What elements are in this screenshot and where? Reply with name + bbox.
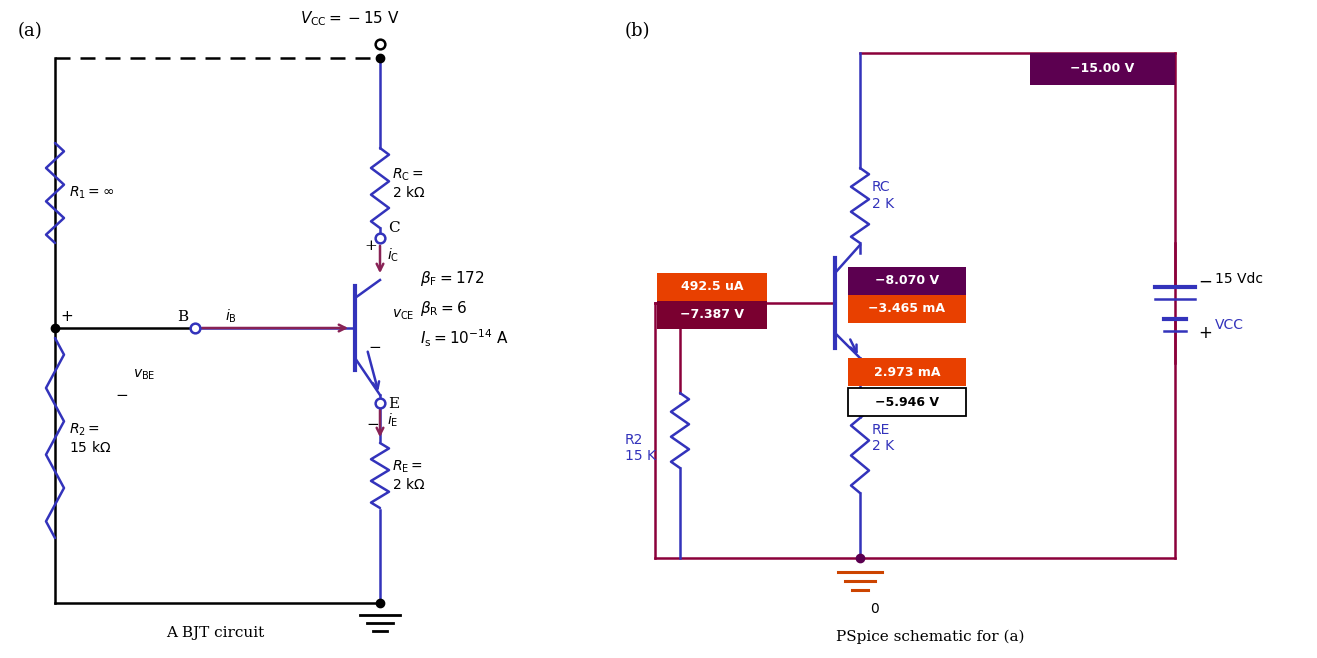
Text: +: +	[363, 239, 377, 253]
Text: $i_{\rm B}$: $i_{\rm B}$	[225, 308, 237, 326]
Text: $R_{\rm C}=$
$2\ \mathrm{k}\Omega$: $R_{\rm C}=$ $2\ \mathrm{k}\Omega$	[392, 166, 425, 200]
Text: $V_{\rm CC}=-15\ \mathrm{V}$: $V_{\rm CC}=-15\ \mathrm{V}$	[300, 9, 400, 28]
Text: $i_{\rm E}$: $i_{\rm E}$	[387, 412, 399, 430]
Text: 15 Vdc: 15 Vdc	[1216, 272, 1263, 286]
Text: C: C	[389, 221, 399, 235]
Bar	[657, 301, 766, 329]
Text: $R_2=$
$15\ \mathrm{k}\Omega$: $R_2=$ $15\ \mathrm{k}\Omega$	[68, 421, 112, 455]
Text: −3.465 mA: −3.465 mA	[868, 303, 946, 315]
Bar	[848, 295, 965, 323]
Text: −8.070 V: −8.070 V	[874, 274, 939, 288]
Text: $+$: $+$	[1198, 324, 1212, 342]
Text: $\beta_{\rm R}=6$: $\beta_{\rm R}=6$	[420, 299, 468, 318]
Text: (a): (a)	[18, 22, 42, 40]
Text: RE
2 K: RE 2 K	[872, 423, 894, 453]
Bar	[1030, 53, 1175, 85]
Bar	[848, 267, 965, 295]
Text: $+$: $+$	[61, 310, 74, 324]
Text: 0: 0	[871, 602, 878, 616]
Text: 2.973 mA: 2.973 mA	[873, 365, 940, 378]
Text: A BJT circuit: A BJT circuit	[166, 626, 265, 640]
Text: −15.00 V: −15.00 V	[1071, 63, 1135, 76]
Text: $-$: $-$	[366, 416, 379, 430]
Text: (b): (b)	[626, 22, 651, 40]
Text: 492.5 uA: 492.5 uA	[681, 280, 743, 293]
Text: Q2N2222: Q2N2222	[871, 301, 928, 314]
Text: $-$: $-$	[115, 387, 128, 401]
Text: −7.387 V: −7.387 V	[680, 309, 744, 322]
Text: $-$: $-$	[1198, 272, 1212, 290]
Text: −5.946 V: −5.946 V	[874, 395, 939, 409]
Bar	[848, 388, 965, 416]
Bar	[848, 358, 965, 386]
Text: VCC: VCC	[1216, 318, 1245, 332]
Text: RC
2 K: RC 2 K	[872, 180, 894, 211]
Text: Q: Q	[871, 278, 881, 292]
Text: PSpice schematic for (a): PSpice schematic for (a)	[836, 630, 1025, 644]
Text: $-$: $-$	[367, 339, 381, 353]
Text: $R_{\rm E}=$
$2\ \mathrm{k}\Omega$: $R_{\rm E}=$ $2\ \mathrm{k}\Omega$	[392, 459, 425, 492]
Text: $v_{\rm BE}$: $v_{\rm BE}$	[133, 368, 155, 382]
Text: $v_{\rm CE}$: $v_{\rm CE}$	[392, 308, 415, 322]
Text: E: E	[389, 397, 399, 411]
Bar	[657, 273, 766, 301]
Text: $I_{\rm s}=10^{-14}\ \mathrm{A}$: $I_{\rm s}=10^{-14}\ \mathrm{A}$	[420, 327, 510, 349]
Text: B: B	[176, 310, 188, 324]
Text: $\beta_{\rm F}=172$: $\beta_{\rm F}=172$	[420, 268, 485, 288]
Text: $i_{\rm C}$: $i_{\rm C}$	[387, 247, 399, 265]
Text: $R_1=\infty$: $R_1=\infty$	[68, 185, 115, 201]
Text: R2
15 K: R2 15 K	[626, 433, 656, 463]
